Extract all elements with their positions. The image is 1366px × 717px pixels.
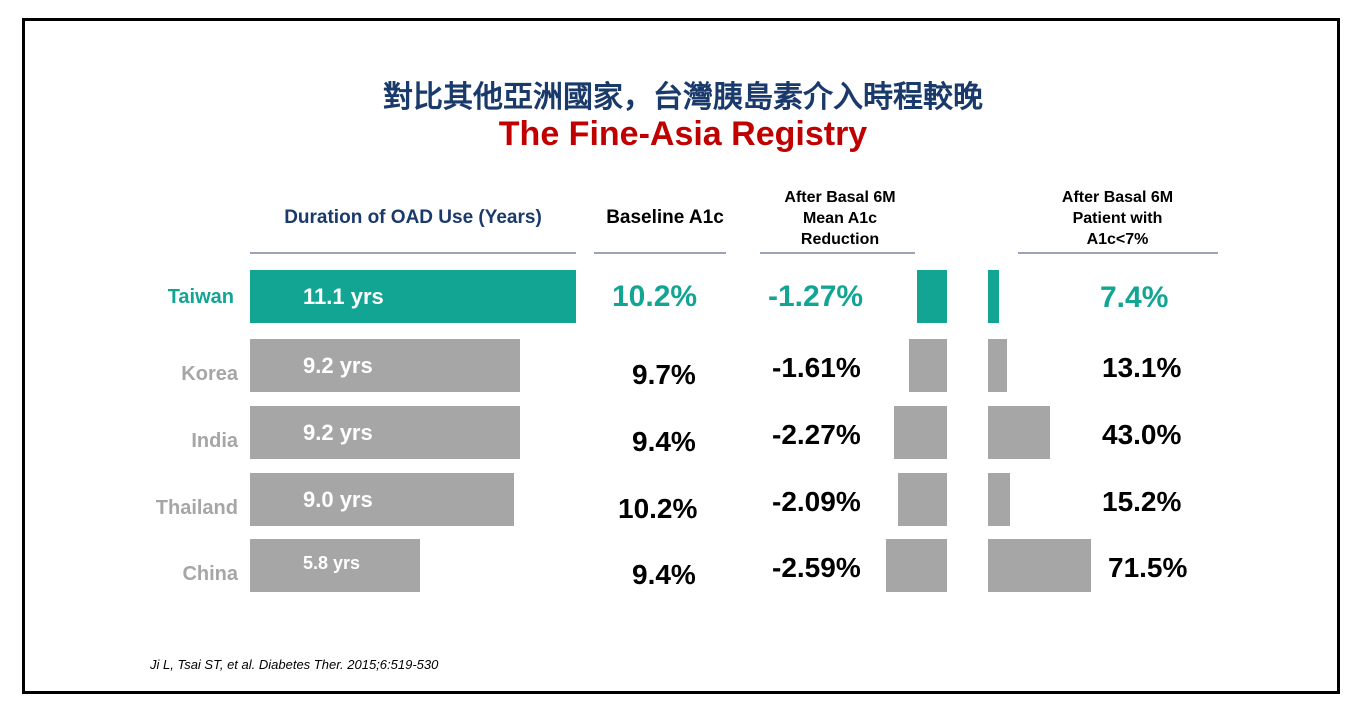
header-rule-duration [250,252,576,254]
reduction-bar-china [886,539,947,592]
header-reduction-line-3: Reduction [800,231,880,248]
reduction-value-taiwan: -1.27% [768,280,864,313]
patient-bar-thailand [988,473,1010,526]
reduction-bar-korea [909,339,947,392]
patient-value-china: 71.5% [1108,552,1188,583]
slide-frame [22,18,1340,694]
header-reduction: After Basal 6M Mean A1c Reduction [760,187,920,250]
patient-bar-china [988,539,1091,592]
reduction-value-thailand: -2.09% [772,486,861,517]
duration-label-china: 5.8 yrs [303,553,361,573]
duration-label-taiwan: 11.1 yrs [303,284,384,309]
baseline-value-taiwan: 10.2% [612,280,698,313]
header-duration: Duration of OAD Use (Years) [284,207,542,228]
header-rule-baseline [594,252,726,254]
header-patient-line-1: After Basal 6M [1061,189,1174,206]
duration-bar-korea [250,339,520,392]
patient-value-india: 43.0% [1102,419,1182,450]
baseline-value-korea: 9.7% [632,359,696,390]
slide-title-chinese: 對比其他亞洲國家，台灣胰島素介入時程較晚 [383,80,983,115]
slide-title-english: The Fine-Asia Registry [498,115,868,153]
duration-label-korea: 9.2 yrs [303,353,373,378]
header-reduction-line-1: After Basal 6M [784,189,896,206]
duration-label-thailand: 9.0 yrs [303,487,373,512]
duration-bar-taiwan [250,270,576,323]
patient-value-thailand: 15.2% [1102,486,1182,517]
reduction-value-india: -2.27% [772,419,861,450]
baseline-value-china: 9.4% [632,559,696,590]
reduction-value-korea: -1.61% [772,352,861,383]
header-rule-patient [1018,252,1218,254]
reduction-bar-india [894,406,947,459]
header-patient-line-3: A1c<7% [1086,231,1149,248]
duration-bar-thailand [250,473,514,526]
duration-bar-china [250,539,420,592]
country-label-taiwan: Taiwan [167,286,234,308]
reduction-value-china: -2.59% [772,552,861,583]
reduction-bar-taiwan [917,270,947,323]
baseline-value-india: 9.4% [632,426,696,457]
country-label-korea: Korea [181,363,238,385]
country-label-india: India [191,430,238,452]
country-label-thailand: Thailand [155,497,238,519]
patient-value-taiwan: 7.4% [1100,281,1169,314]
patient-bar-taiwan [988,270,999,323]
duration-bar-india [250,406,520,459]
reduction-bar-thailand [898,473,947,526]
country-label-china: China [182,563,238,585]
patient-bar-india [988,406,1050,459]
citation: Ji L, Tsai ST, et al. Diabetes Ther. 201… [150,657,439,672]
patient-bar-korea [988,339,1007,392]
header-baseline: Baseline A1c [606,207,724,228]
header-patient-line-2: Patient with [1072,210,1163,227]
baseline-value-thailand: 10.2% [618,493,698,524]
header-reduction-line-2: Mean A1c [802,210,878,227]
patient-value-korea: 13.1% [1102,352,1182,383]
duration-label-india: 9.2 yrs [303,420,373,445]
header-patient: After Basal 6M Patient with A1c<7% [1020,187,1215,250]
header-rule-reduction [760,252,915,254]
